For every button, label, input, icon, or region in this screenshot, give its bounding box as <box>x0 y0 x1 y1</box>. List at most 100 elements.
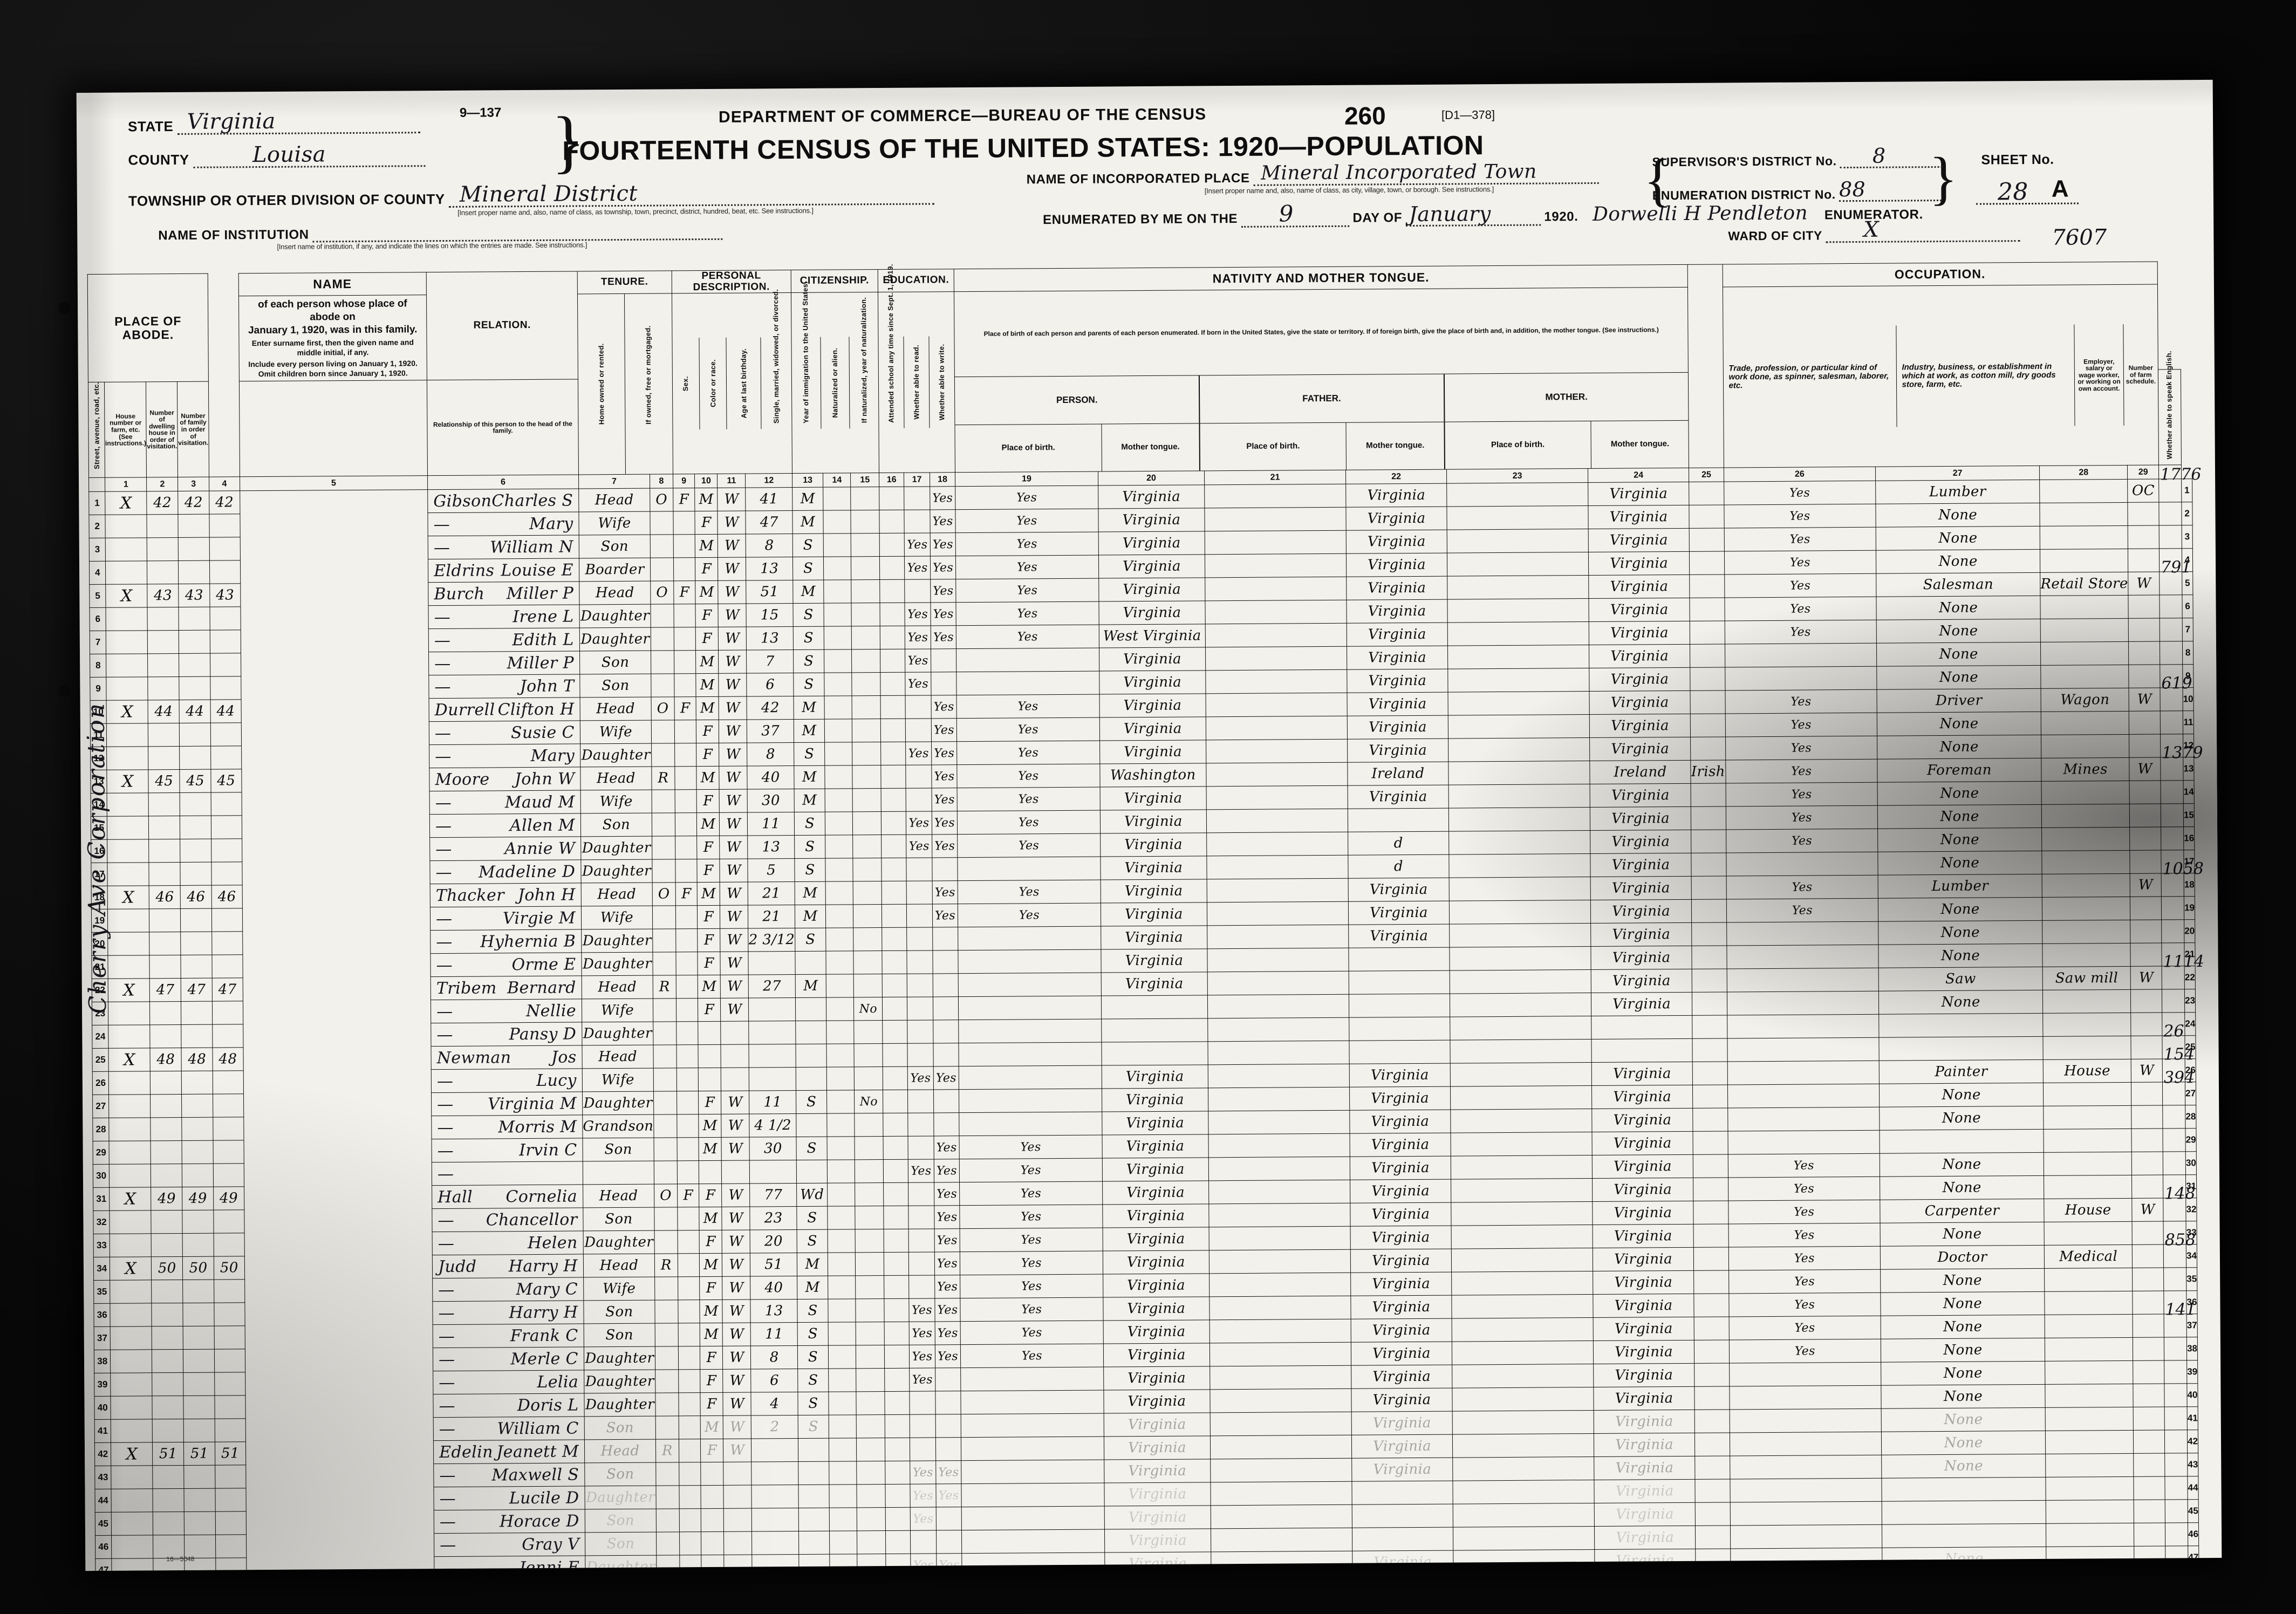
industry-cell[interactable] <box>2045 1430 2134 1454</box>
speak-english-cell[interactable] <box>1727 1037 1880 1062</box>
father-mother-tongue-cell[interactable] <box>1451 1201 1593 1226</box>
attended-school-cell[interactable] <box>907 974 933 997</box>
marital-status-cell[interactable]: M <box>795 905 826 928</box>
able-read-cell[interactable] <box>935 1437 961 1461</box>
mother-mother-tongue-cell[interactable]: Irish <box>1691 760 1726 784</box>
mother-birthplace-cell[interactable]: Virginia <box>1591 1131 1693 1155</box>
person-birthplace-cell[interactable]: Virginia <box>1102 1134 1209 1159</box>
person-birthplace-cell[interactable]: Virginia <box>1098 601 1206 625</box>
naturalized-alien-cell[interactable] <box>857 1484 886 1508</box>
industry-cell[interactable] <box>2044 1268 2133 1292</box>
farm-schedule-cell[interactable] <box>2160 711 2183 735</box>
able-read-cell[interactable]: Yes <box>934 1298 961 1322</box>
mother-birthplace-cell[interactable]: Virginia <box>1591 969 1692 993</box>
father-mother-tongue-cell[interactable] <box>1449 853 1590 878</box>
relationship-cell[interactable]: Daughter <box>580 743 652 768</box>
age-cell[interactable] <box>751 1438 798 1462</box>
marital-status-cell[interactable]: S <box>795 928 826 952</box>
able-write-cell[interactable]: Yes <box>960 1344 1104 1368</box>
father-birthplace-cell[interactable]: Virginia <box>1351 1458 1453 1482</box>
able-read-cell[interactable]: Yes <box>934 1275 961 1299</box>
owned-free-mortgaged-cell[interactable] <box>675 836 698 860</box>
industry-cell[interactable] <box>2042 897 2131 921</box>
naturalized-alien-cell[interactable]: No <box>853 997 883 1021</box>
occupation-cell[interactable]: Foreman <box>1877 758 2042 783</box>
home-owned-rented-cell[interactable]: R <box>653 975 676 999</box>
industry-cell[interactable] <box>2040 641 2129 666</box>
able-read-cell[interactable]: Yes <box>935 1483 962 1508</box>
race-cell[interactable] <box>721 1044 749 1068</box>
dwelling-number-cell[interactable] <box>181 1117 214 1141</box>
year-immigration-cell[interactable] <box>827 1160 856 1184</box>
occupation-cell[interactable] <box>1882 1500 2046 1525</box>
owned-free-mortgaged-cell[interactable] <box>675 812 698 837</box>
attended-school-cell[interactable]: Yes <box>907 1066 934 1090</box>
occupation-cell[interactable]: None <box>1881 1384 2046 1409</box>
street-cell[interactable] <box>110 1326 152 1350</box>
father-mother-tongue-cell[interactable] <box>1452 1317 1594 1342</box>
naturalized-alien-cell[interactable] <box>856 1391 885 1415</box>
employer-class-cell[interactable] <box>2128 525 2160 549</box>
street-cell[interactable] <box>107 863 149 886</box>
family-number-cell[interactable] <box>214 1280 245 1303</box>
sex-cell[interactable]: F <box>700 1392 723 1416</box>
father-birthplace-cell[interactable]: d <box>1348 854 1450 879</box>
occupation-cell[interactable]: Saw <box>1878 967 2043 991</box>
name-cell[interactable]: — Annie W <box>429 837 581 861</box>
attended-school-cell[interactable] <box>910 1391 935 1415</box>
attended-school-cell[interactable] <box>906 881 933 905</box>
person-mother-tongue-cell[interactable] <box>1208 1110 1350 1135</box>
mother-birthplace-cell[interactable] <box>1591 1038 1693 1063</box>
mother-mother-tongue-cell[interactable] <box>1695 1479 1730 1503</box>
able-write-cell[interactable] <box>961 1483 1104 1507</box>
father-birthplace-cell[interactable]: Virginia <box>1351 1411 1453 1435</box>
house-number-cell[interactable]: 43 <box>147 584 179 608</box>
father-mother-tongue-cell[interactable] <box>1452 1433 1594 1458</box>
sex-cell[interactable] <box>698 1044 721 1068</box>
speak-english-cell[interactable]: Yes <box>1728 1269 1881 1294</box>
sex-cell[interactable]: F <box>698 1091 722 1114</box>
able-write-cell[interactable]: Yes <box>959 1158 1103 1182</box>
mother-mother-tongue-cell[interactable] <box>1689 551 1725 575</box>
marital-status-cell[interactable]: S <box>797 1229 828 1253</box>
employer-class-cell[interactable] <box>2133 1430 2165 1454</box>
dwelling-number-cell[interactable] <box>179 630 210 654</box>
name-cell[interactable]: — Maxwell S <box>433 1463 585 1487</box>
dwelling-number-cell[interactable]: 47 <box>181 978 213 1002</box>
street-cell[interactable] <box>109 1118 151 1141</box>
able-write-cell[interactable] <box>959 1065 1102 1090</box>
employer-class-cell[interactable] <box>2128 595 2160 619</box>
able-write-cell[interactable]: Yes <box>955 555 1099 579</box>
speak-english-cell[interactable] <box>1730 1455 1882 1480</box>
speak-english-cell[interactable] <box>1727 1084 1880 1109</box>
father-mother-tongue-cell[interactable] <box>1453 1503 1595 1528</box>
home-owned-rented-cell[interactable] <box>653 1114 677 1138</box>
occupation-cell[interactable]: Salesman <box>1876 572 2040 597</box>
owned-free-mortgaged-cell[interactable] <box>676 1021 699 1045</box>
year-naturalization-cell[interactable] <box>885 1507 911 1531</box>
father-birthplace-cell[interactable] <box>1351 1481 1453 1505</box>
naturalized-alien-cell[interactable] <box>852 811 882 836</box>
able-write-cell[interactable] <box>961 1390 1104 1414</box>
marital-status-cell[interactable]: S <box>794 812 825 836</box>
age-cell[interactable]: 2 3/12 <box>748 928 795 952</box>
family-number-cell[interactable] <box>210 723 242 747</box>
person-mother-tongue-cell[interactable] <box>1210 1435 1352 1460</box>
year-naturalization-cell[interactable] <box>882 1020 908 1044</box>
year-immigration-cell[interactable] <box>824 742 853 766</box>
able-read-cell[interactable]: Yes <box>932 880 958 905</box>
naturalized-alien-cell[interactable] <box>855 1113 884 1137</box>
owned-free-mortgaged-cell[interactable] <box>673 557 696 582</box>
age-cell[interactable]: 6 <box>747 673 794 697</box>
home-owned-rented-cell[interactable] <box>655 1393 679 1417</box>
speak-english-cell[interactable]: Yes <box>1726 875 1878 900</box>
able-read-cell[interactable]: Yes <box>934 1321 961 1345</box>
mother-birthplace-cell[interactable]: Virginia <box>1590 876 1692 900</box>
marital-status-cell[interactable]: M <box>794 696 825 720</box>
person-mother-tongue-cell[interactable] <box>1206 832 1348 857</box>
father-mother-tongue-cell[interactable] <box>1453 1526 1595 1551</box>
farm-schedule-cell[interactable] <box>2164 1360 2187 1384</box>
naturalized-alien-cell[interactable] <box>857 1507 886 1531</box>
home-owned-rented-cell[interactable] <box>654 1138 678 1161</box>
year-immigration-cell[interactable] <box>826 1090 855 1114</box>
